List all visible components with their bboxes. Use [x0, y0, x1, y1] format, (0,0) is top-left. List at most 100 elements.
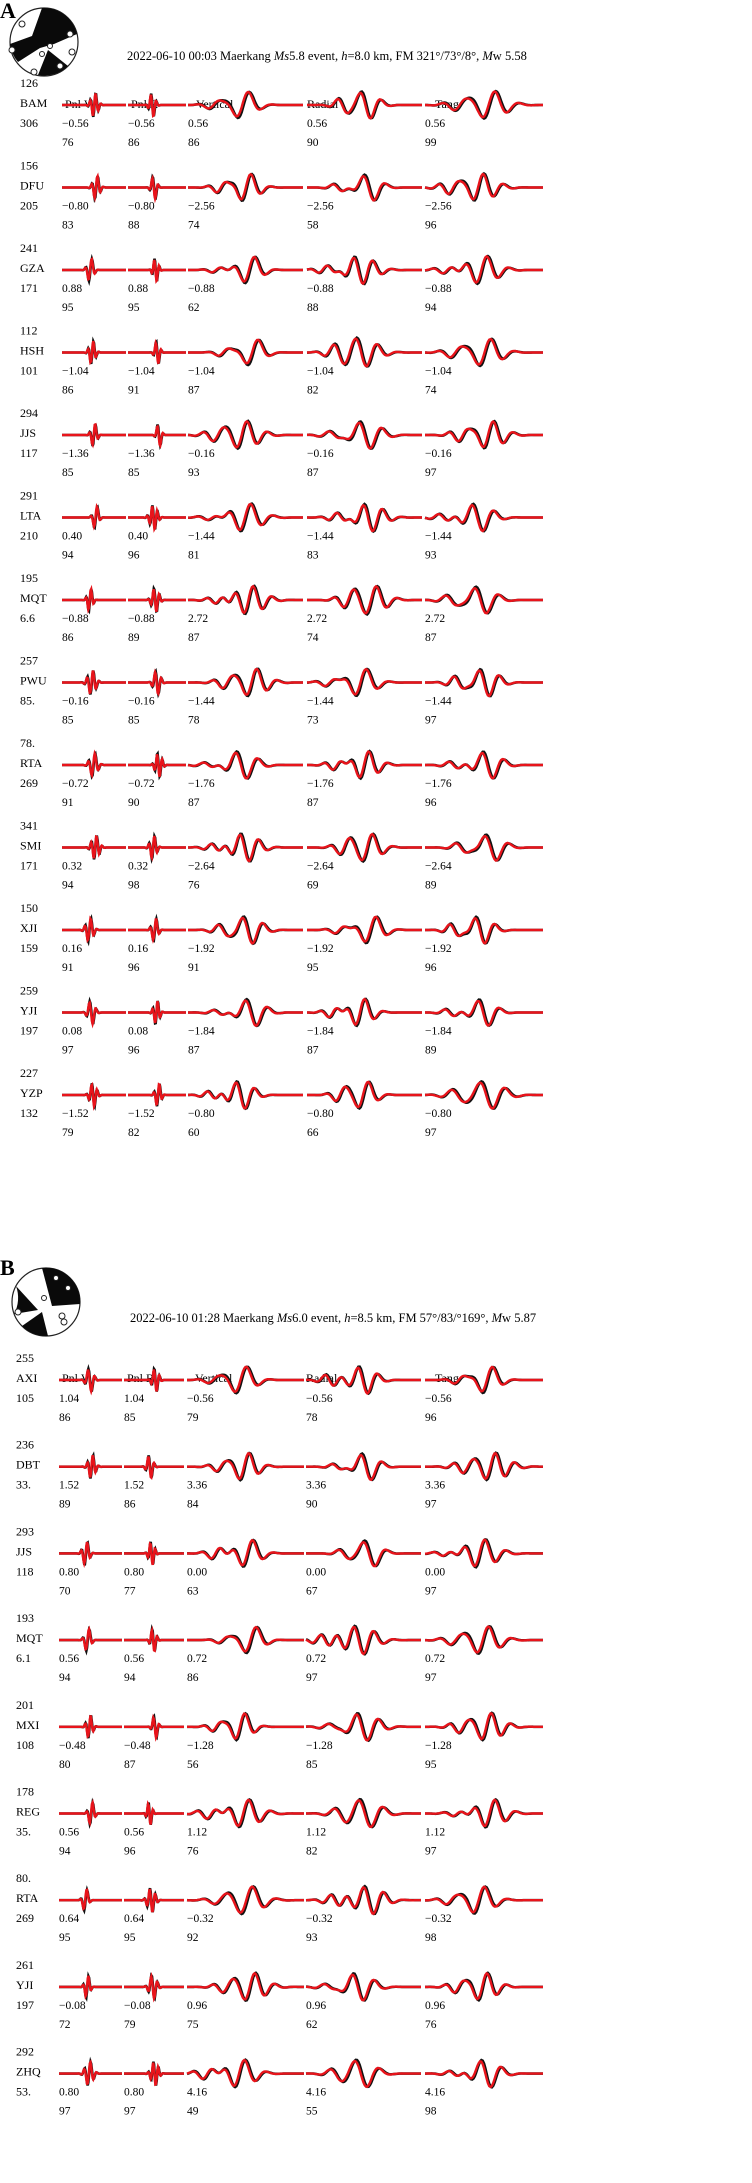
time-shift: −1.44	[425, 696, 452, 708]
synthetic-waveform	[425, 2060, 543, 2089]
cross-correlation: 74	[307, 632, 319, 644]
time-shift: 0.96	[187, 2000, 207, 2012]
time-shift: −1.36	[128, 448, 155, 460]
cross-correlation: 91	[62, 962, 74, 974]
synthetic-waveform	[187, 1971, 304, 2001]
time-shift: 2.72	[425, 613, 445, 625]
cross-correlation: 98	[128, 880, 140, 892]
synthetic-waveform	[186, 2058, 304, 2088]
station-azimuth: 201	[16, 1698, 34, 1712]
station-row: 150 XJI 159 0.16 91 0.16 96 −1.92 91 −1.92 95 −1.92…	[20, 901, 543, 974]
synthetic-waveform	[59, 1541, 122, 1569]
time-shift: 1.52	[59, 1480, 79, 1492]
cross-correlation: 95	[425, 1759, 437, 1771]
synthetic-waveform	[124, 1800, 184, 1825]
time-shift: −1.44	[188, 696, 215, 708]
cross-correlation: 63	[187, 1585, 199, 1597]
cross-correlation: 86	[128, 137, 140, 149]
station-code: LTA	[20, 509, 42, 523]
station-azimuth: 236	[16, 1438, 34, 1452]
cross-correlation: 80	[59, 1759, 71, 1771]
synthetic-waveform	[128, 174, 186, 204]
time-shift: −1.84	[425, 1026, 452, 1038]
cross-correlation: 82	[128, 1127, 140, 1139]
cross-correlation: 96	[425, 962, 437, 974]
synthetic-waveform	[62, 915, 126, 944]
station-distance: 117	[20, 446, 38, 460]
cross-correlation: 87	[188, 797, 200, 809]
time-shift: 1.52	[124, 1480, 144, 1492]
time-shift: 0.56	[59, 1827, 79, 1839]
station-code: PWU	[20, 674, 47, 688]
cross-correlation: 97	[425, 1585, 437, 1597]
time-shift: 4.16	[306, 2087, 326, 2099]
station-code: DBT	[16, 1458, 41, 1472]
time-shift: −1.92	[425, 943, 452, 955]
cross-correlation: 99	[425, 137, 437, 149]
synthetic-waveform	[307, 1080, 422, 1109]
cross-correlation: 76	[62, 137, 74, 149]
synthetic-waveform	[424, 1081, 543, 1110]
cross-correlation: 82	[306, 1846, 318, 1858]
station-row: 236 DBT 33. 1.52 89 1.52 86 3.36 84 3.36 90 3.36 97	[16, 1438, 543, 1511]
synthetic-waveform	[62, 1000, 126, 1029]
time-shift: −1.84	[307, 1026, 334, 1038]
synthetic-waveform	[128, 505, 186, 533]
time-shift: 0.72	[306, 1653, 326, 1665]
station-distance: 269	[16, 1911, 34, 1925]
time-shift: 0.88	[128, 283, 148, 295]
station-row: 78. RTA 269 −0.72 91 −0.72 90 −1.76 87 −1.76 87 −1.…	[20, 736, 543, 809]
synthetic-waveform	[307, 503, 422, 533]
station-row: 257 PWU 85. −0.16 85 −0.16 85 −1.44 78 −1.44 73 −1.…	[20, 654, 543, 727]
station-code: ZHQ	[16, 2065, 41, 2079]
station-distance: 269	[20, 776, 38, 790]
cross-correlation: 96	[124, 1846, 136, 1858]
time-shift: 0.96	[306, 2000, 326, 2012]
cross-correlation: 85	[62, 467, 74, 479]
synthetic-waveform	[305, 1625, 421, 1656]
cross-correlation: 93	[188, 467, 200, 479]
station-distance: 118	[16, 1564, 34, 1578]
station-code: MQT	[20, 591, 47, 605]
time-shift: −0.16	[307, 448, 334, 460]
station-distance: 197	[16, 1998, 34, 2012]
time-shift: 0.32	[62, 861, 82, 873]
station-row: 259 YJI 197 0.08 97 0.08 96 −1.84 87 −1.84 87 −1.84…	[20, 984, 543, 1057]
time-shift: −1.04	[188, 366, 215, 378]
station-code: REG	[16, 1805, 40, 1819]
time-shift: −0.80	[425, 1108, 452, 1120]
synthetic-waveform	[305, 2059, 421, 2088]
cross-correlation: 93	[306, 1932, 318, 1944]
time-shift: −0.88	[188, 283, 215, 295]
synthetic-waveform	[128, 588, 186, 612]
station-azimuth: 195	[20, 571, 38, 585]
cross-correlation: 90	[307, 137, 319, 149]
beachball-icon	[8, 7, 79, 77]
synthetic-waveform	[424, 1538, 543, 1568]
cross-correlation: 96	[425, 797, 437, 809]
station-distance: 101	[20, 364, 38, 378]
station-azimuth: 293	[16, 1524, 34, 1538]
cross-correlation: 87	[307, 797, 319, 809]
time-shift: 0.80	[124, 1566, 144, 1578]
time-shift: 0.56	[124, 1653, 144, 1665]
synthetic-waveform	[128, 338, 186, 364]
time-shift: 0.00	[187, 1566, 207, 1578]
synthetic-waveform	[187, 1625, 304, 1653]
cross-correlation: 75	[187, 2019, 199, 2031]
cross-correlation: 85	[306, 1759, 318, 1771]
station-azimuth: 78.	[20, 736, 35, 750]
cross-correlation: 56	[187, 1759, 199, 1771]
cross-correlation: 95	[62, 302, 74, 314]
station-azimuth: 112	[20, 324, 38, 338]
cross-correlation: 49	[187, 2106, 199, 2118]
cross-correlation: 96	[425, 1412, 437, 1424]
cross-correlation: 94	[425, 302, 437, 314]
cross-correlation: 60	[188, 1127, 200, 1139]
cross-correlation: 86	[62, 632, 74, 644]
station-distance: 210	[20, 529, 38, 543]
cross-correlation: 82	[307, 385, 319, 397]
cross-correlation: 87	[188, 1045, 200, 1057]
synthetic-waveform	[187, 584, 303, 615]
station-distance: 132	[20, 1106, 38, 1120]
